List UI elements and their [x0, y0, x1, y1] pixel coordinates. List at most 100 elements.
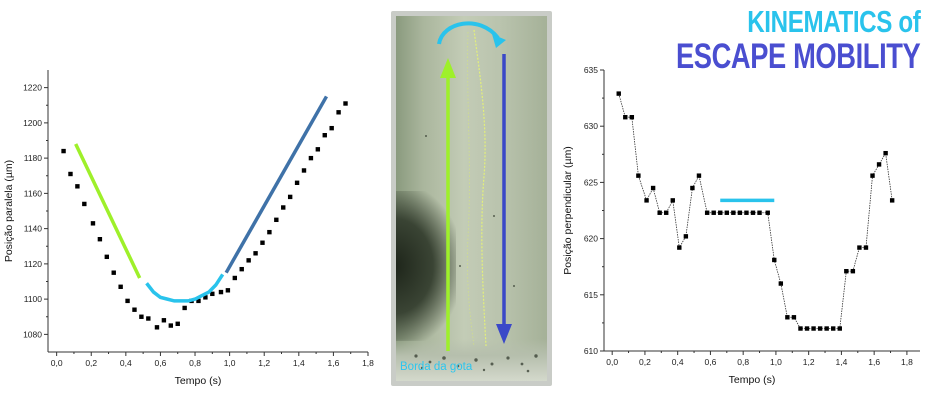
- y-axis-title: Posição perpendicular (µm): [562, 146, 574, 275]
- data-point: [294, 180, 300, 185]
- data-point: [696, 173, 702, 178]
- data-point: [287, 194, 293, 200]
- data-point: [636, 173, 641, 178]
- data-point: [182, 305, 187, 311]
- trend-overlay: [74, 143, 142, 279]
- data-point: [315, 147, 321, 152]
- data-point: [97, 237, 103, 242]
- parallel-position-chart: 1080 1100 1120 1140 1160 1180 1200 1220 0,0 0,2 0,…: [3, 70, 374, 387]
- data-point: [210, 291, 215, 297]
- data-point: [260, 240, 265, 245]
- data-point: [765, 210, 770, 215]
- data-point: [225, 288, 231, 293]
- cell-trajectory: [473, 29, 487, 347]
- data-point: [154, 325, 160, 330]
- data-point: [718, 210, 723, 215]
- x-tick-label: 1,0: [770, 357, 782, 367]
- droplet-edge-caption: Borda da gota: [400, 361, 473, 373]
- x-tick-label: 1,8: [901, 357, 913, 367]
- data-point: [267, 229, 272, 235]
- data-point: [876, 162, 882, 167]
- data-point: [629, 115, 635, 120]
- title-line-2: ESCAPE MOBILITY: [675, 37, 921, 76]
- y-tick-label: 610: [584, 346, 598, 356]
- data-point: [246, 258, 251, 263]
- x-tick-label: 0,2: [639, 357, 651, 367]
- data-point: [329, 125, 334, 131]
- data-point: [704, 210, 710, 215]
- perpendicular-position-chart: 610 615 620 625 630 635 0,0 0,2 0,4 0,6 0,8 1,0 1,2 1…: [562, 65, 920, 386]
- x-tick-label: 0,8: [737, 357, 749, 367]
- data-point: [670, 198, 675, 203]
- data-point: [724, 210, 729, 215]
- data-point: [82, 201, 87, 207]
- data-point: [804, 326, 810, 331]
- x-tick-label: 0,0: [606, 357, 618, 367]
- y-tick-label: 625: [584, 177, 598, 187]
- data-point: [677, 245, 682, 250]
- x-tick-label: 1,4: [835, 357, 847, 367]
- data-point: [690, 185, 695, 191]
- data-point: [811, 326, 816, 331]
- data-point: [750, 210, 756, 215]
- data-point: [90, 221, 96, 226]
- y-tick-label: 1160: [24, 188, 43, 198]
- data-point: [650, 185, 656, 191]
- trend-overlay: [145, 273, 225, 303]
- y-tick-label: 630: [584, 121, 598, 131]
- data-point: [857, 245, 862, 250]
- data-point: [644, 198, 649, 203]
- data-point: [301, 168, 307, 173]
- data-point: [175, 321, 180, 326]
- y-tick-label: 1180: [24, 153, 43, 163]
- data-point: [274, 217, 279, 223]
- data-point: [336, 110, 341, 115]
- x-tick-label: 1,2: [803, 357, 815, 367]
- y-axis-title: Posição paralela (µm): [3, 160, 15, 262]
- upward-arrowhead-icon: [440, 58, 456, 78]
- data-point: [791, 315, 797, 320]
- data-point: [104, 254, 110, 260]
- x-tick-label: 0,4: [120, 358, 132, 368]
- droplet-photo-panel: Borda da gota: [391, 11, 552, 386]
- data-point: [623, 115, 628, 120]
- data-point: [778, 281, 784, 286]
- data-point: [118, 284, 123, 289]
- y-tick-label: 620: [584, 234, 598, 244]
- y-tick-label: 1220: [23, 83, 42, 93]
- data-point: [737, 210, 743, 215]
- x-axis-title: Tempo (s): [175, 375, 222, 387]
- data-point: [883, 150, 888, 156]
- x-tick-label: 1,2: [258, 358, 270, 368]
- data-point: [711, 210, 716, 215]
- data-point: [203, 295, 208, 300]
- x-tick-label: 0,2: [85, 358, 97, 368]
- data-point: [218, 289, 224, 295]
- y-tick-label: 1100: [24, 294, 43, 304]
- x-tick-label: 1,4: [293, 358, 305, 368]
- data-point: [785, 315, 790, 320]
- x-tick-label: 1,0: [224, 358, 236, 368]
- data-point: [161, 318, 167, 323]
- photo-shadow: [396, 191, 456, 341]
- data-point: [831, 326, 836, 331]
- data-point: [863, 245, 869, 250]
- y-tick-label: 635: [584, 65, 598, 75]
- data-point: [111, 270, 116, 275]
- data-point: [657, 210, 662, 215]
- x-tick-label: 0,6: [155, 358, 167, 368]
- downward-arrowhead-icon: [496, 324, 512, 344]
- data-point: [322, 133, 327, 138]
- data-point: [889, 198, 895, 203]
- data-point: [683, 234, 689, 239]
- data-point: [168, 323, 174, 328]
- data-point: [664, 210, 669, 215]
- data-point: [68, 171, 73, 177]
- y-tick-label: 615: [584, 290, 598, 300]
- title-block: KINEMATICS of ESCAPE MOBILITY: [607, 6, 921, 76]
- turnaround-arc-icon: [437, 21, 500, 45]
- data-point: [817, 326, 823, 331]
- data-point: [239, 266, 244, 272]
- x-tick-label: 0,4: [672, 357, 684, 367]
- x-tick-label: 0,0: [51, 358, 63, 368]
